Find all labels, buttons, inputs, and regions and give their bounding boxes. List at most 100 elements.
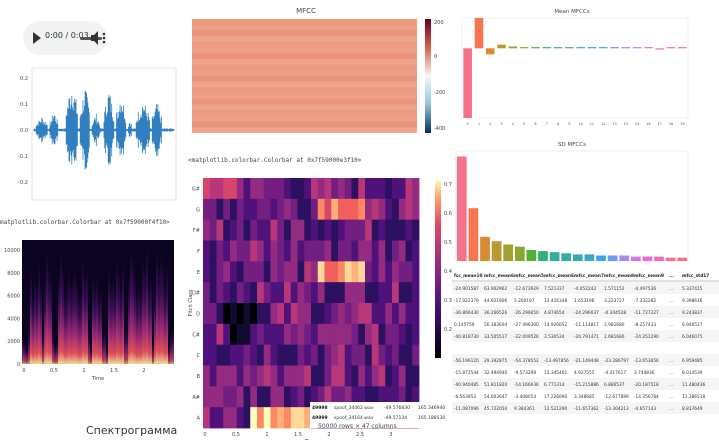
- chroma-cell: [236, 386, 244, 408]
- chroma-cell: [263, 386, 271, 408]
- chroma-cell: [344, 219, 352, 241]
- table-cell: -11.657362: [574, 406, 599, 412]
- table-cell: ...: [669, 335, 673, 340]
- table-cell: -22.009526: [514, 334, 539, 340]
- spectrogram-column: [96, 276, 98, 364]
- mean-mfcc-xtick: 12: [601, 122, 605, 126]
- waveform-ytick: -0.1: [18, 154, 28, 160]
- spectrogram-column: [84, 273, 86, 364]
- chroma-cell: [317, 386, 325, 408]
- spectrogram-column: [50, 276, 52, 364]
- play-icon[interactable]: [33, 32, 41, 44]
- table-cell: ...: [669, 407, 673, 412]
- chroma-cell: [371, 198, 379, 221]
- mfcc-heatmap-row: [192, 70, 417, 76]
- table-cell: -24.296037: [574, 310, 599, 316]
- chroma-cell: [236, 219, 244, 241]
- dataframe-footer: 50000 rows × 47 columns: [318, 423, 397, 430]
- spectrogram-column: [88, 329, 90, 364]
- chroma-cell: [358, 198, 366, 221]
- sd-mfcc-chart: SD MFCCs: [452, 135, 692, 265]
- mean-mfcc-xtick: 1: [478, 122, 480, 126]
- mean-mfcc-xtick: 5: [523, 122, 525, 126]
- sd-mfcc-bar: [514, 246, 525, 261]
- chroma-cell: [371, 344, 379, 366]
- chroma-cell: [351, 198, 359, 221]
- chroma-cell: [270, 386, 278, 408]
- chroma-cell: [290, 407, 298, 429]
- spectrogram-column: [40, 284, 42, 364]
- chroma-cell: [324, 219, 332, 241]
- mfcc-heatmap-row: [192, 47, 417, 54]
- volume-icon[interactable]: [90, 21, 107, 55]
- chroma-cell: [243, 303, 251, 325]
- chroma-cell: [317, 198, 325, 221]
- chroma-cell: [297, 240, 305, 262]
- chroma-cell: [331, 282, 339, 304]
- table-cell: -27.496300: [514, 322, 539, 328]
- sd-mfcc-bar: [642, 256, 653, 261]
- mfcc-heatmap-row: [192, 127, 417, 133]
- table-cell: 29.392875: [484, 358, 508, 364]
- chroma-ytick: C#: [192, 332, 200, 338]
- mfcc-heatmap-row: [192, 115, 417, 122]
- spectrogram-xtick: 0: [22, 368, 25, 374]
- mfcc-title: MFCC: [296, 7, 316, 15]
- chroma-cell: [297, 178, 305, 200]
- chroma-cell: [216, 365, 224, 387]
- chroma-cell: [290, 282, 298, 304]
- chroma-cell: [257, 219, 265, 241]
- chroma-cell: [284, 261, 292, 283]
- chroma-cell: [365, 240, 373, 262]
- chroma-cell: [250, 303, 258, 325]
- mfcc-heatmap-row: [192, 104, 417, 111]
- mean-mfcc-xtick: 6: [534, 122, 536, 126]
- chroma-cell: [203, 282, 211, 304]
- chroma-cell: [284, 303, 292, 325]
- chroma-cell: [257, 178, 265, 200]
- spectrogram-column: [148, 282, 150, 364]
- chroma-cell: [236, 178, 244, 200]
- chroma-cell: [371, 219, 379, 241]
- chroma-cell: [324, 282, 332, 304]
- chroma-xtick: 0: [203, 432, 206, 438]
- chroma-cell: [203, 198, 211, 221]
- mfcc-heatmap-row: [192, 30, 417, 37]
- chroma-cell: [304, 386, 312, 408]
- chroma-cell: [203, 261, 211, 283]
- mean-mfcc-bar: [474, 18, 484, 49]
- spectrogram-column: [118, 271, 120, 364]
- chroma-cell: [385, 386, 393, 408]
- chroma-cell: [304, 323, 312, 346]
- spectrogram-column: [146, 247, 148, 364]
- mfcc-heatmap-row: [192, 19, 417, 25]
- chroma-cell: [351, 240, 359, 262]
- chroma-cell: [385, 219, 393, 241]
- audio-controls-extra: [90, 21, 107, 55]
- mfcc-heatmap-row: [192, 87, 417, 94]
- chroma-cell: [230, 240, 238, 262]
- spectrogram-column: [114, 284, 116, 364]
- chroma-cell: [270, 282, 278, 304]
- table-cell: 5.200197: [514, 298, 535, 304]
- chroma-cell: [243, 323, 251, 346]
- spectrogram-ytick: 2000: [7, 339, 20, 345]
- spectrogram-column: [112, 278, 114, 364]
- chroma-cell: [209, 323, 217, 346]
- table-cell: 56.383604: [484, 322, 508, 328]
- spectrogram-column: [128, 276, 130, 364]
- spectrogram-column: [104, 330, 106, 364]
- table-cell: -17.022379: [454, 298, 479, 304]
- chroma-cell: [398, 323, 406, 346]
- mfcc-colorbar-tick: -200: [434, 90, 445, 96]
- chroma-cell: [344, 198, 352, 221]
- chroma-cell: [405, 386, 413, 408]
- mfcc-heatmap-row: [192, 41, 417, 48]
- spectrogram-xtick: 2: [142, 368, 145, 374]
- chroma-cell: [398, 386, 406, 408]
- table-cell: -14.356784: [634, 394, 659, 400]
- mfcc-colorbar-tick: 200: [434, 20, 444, 26]
- spectrogram-column: [28, 327, 30, 364]
- spectrogram-column: [94, 284, 96, 364]
- mean-mfcc-xtick: 18: [669, 122, 673, 126]
